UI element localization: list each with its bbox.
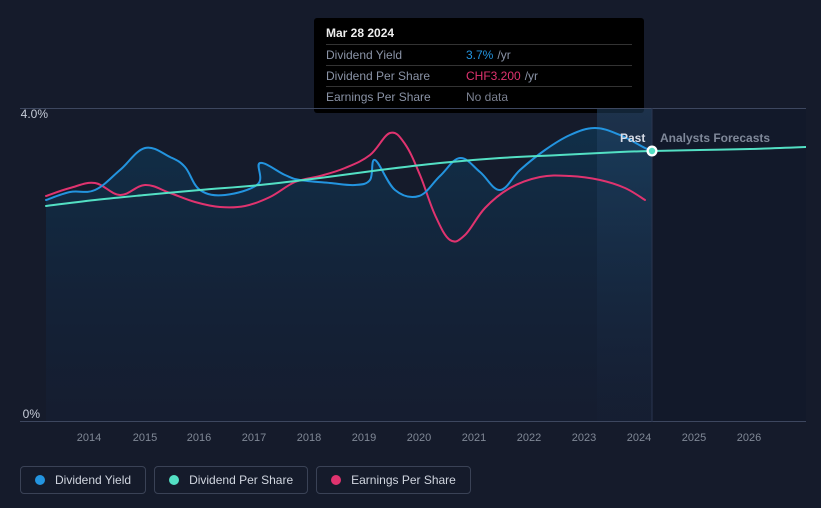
legend-item-label: Dividend Yield: [55, 473, 131, 487]
legend-item[interactable]: Earnings Per Share: [316, 466, 471, 494]
x-axis-tick: 2017: [242, 432, 266, 444]
tooltip-row-label: Dividend Yield: [326, 48, 466, 62]
x-axis-tick: 2020: [407, 432, 431, 444]
tooltip-row-value: CHF3.200: [466, 69, 521, 83]
legend-dot-icon: [169, 475, 179, 485]
tooltip-row-value: No data: [466, 90, 508, 104]
chart-tooltip: Mar 28 2024 Dividend Yield3.7%/yrDividen…: [314, 18, 644, 113]
x-axis-tick: 2026: [737, 432, 761, 444]
x-axis-tick: 2022: [517, 432, 541, 444]
x-axis-tick: 2018: [297, 432, 321, 444]
x-axis-tick: 2025: [682, 432, 706, 444]
x-axis-tick: 2016: [187, 432, 211, 444]
forecast-region-label: Analysts Forecasts: [660, 131, 770, 145]
dividend-chart[interactable]: [20, 108, 806, 422]
tooltip-row: Earnings Per ShareNo data: [326, 86, 632, 107]
tooltip-row: Dividend Per ShareCHF3.200/yr: [326, 65, 632, 86]
tooltip-row-label: Earnings Per Share: [326, 90, 466, 104]
x-axis-tick: 2023: [572, 432, 596, 444]
y-axis-max-label: 4.0%: [0, 107, 48, 121]
tooltip-row-suffix: /yr: [497, 48, 510, 62]
chart-container: Mar 28 2024 Dividend Yield3.7%/yrDividen…: [0, 0, 821, 508]
legend-item-label: Dividend Per Share: [189, 473, 293, 487]
x-axis-tick: 2015: [133, 432, 157, 444]
legend-dot-icon: [35, 475, 45, 485]
tooltip-row: Dividend Yield3.7% /yr: [326, 44, 632, 65]
legend-item-label: Earnings Per Share: [351, 473, 456, 487]
tooltip-date: Mar 28 2024: [326, 26, 632, 44]
x-axis-tick: 2024: [627, 432, 651, 444]
x-axis-tick: 2019: [352, 432, 376, 444]
tooltip-row-label: Dividend Per Share: [326, 69, 466, 83]
legend-item[interactable]: Dividend Yield: [20, 466, 146, 494]
tooltip-row-suffix: /yr: [525, 69, 538, 83]
x-axis-tick: 2014: [77, 432, 101, 444]
past-region-label: Past: [620, 131, 645, 145]
legend-dot-icon: [331, 475, 341, 485]
chart-legend: Dividend Yield Dividend Per Share Earnings…: [20, 466, 471, 494]
y-axis-min-label: 0%: [0, 407, 40, 421]
x-axis-tick: 2021: [462, 432, 486, 444]
legend-item[interactable]: Dividend Per Share: [154, 466, 308, 494]
tooltip-row-value: 3.7%: [466, 48, 493, 62]
